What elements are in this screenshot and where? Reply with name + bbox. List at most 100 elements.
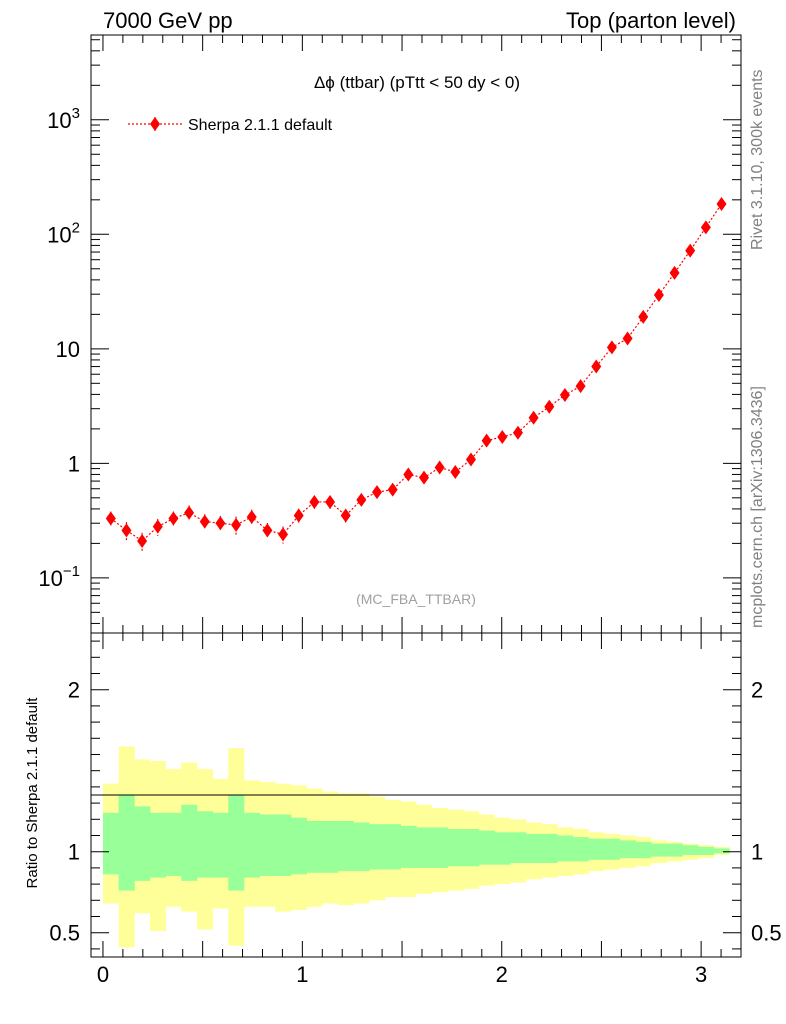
ratio-ylabel: Ratio to Sherpa 2.1.1 default [24,697,41,889]
data-point [528,410,539,425]
data-point [325,494,336,509]
ratio-ytick-label: 2 [68,678,80,703]
inner-band-bin [463,829,480,867]
inner-band-bin [557,835,574,862]
inner-band-bin [713,848,730,854]
data-point [215,516,226,531]
inner-band-bin [243,812,260,878]
main-ytick-label: 102 [47,219,80,247]
data-point [450,465,461,480]
inner-band-bin [196,811,213,878]
data-point [418,470,429,485]
data-point [105,511,116,526]
data-point [497,429,508,444]
data-point [622,331,633,346]
inner-band-bin [572,837,589,862]
data-point [591,359,602,374]
ratio-xtick-label: 3 [695,962,707,987]
main-ticks [91,35,742,633]
data-point [262,523,273,538]
inner-band-bin [290,817,307,875]
legend-marker [150,117,160,131]
plot-title-text: (ttbar) (pTtt < 50 dy < 0) [335,73,520,92]
data-point [559,388,570,403]
series-line [110,203,723,542]
ratio-panel: 0.5 0.5 1 1 2 2 0 1 2 3 [49,632,782,987]
inner-band-bin [275,814,292,876]
ratio-ytick-label-right: 2 [751,678,763,703]
data-point [246,509,257,524]
data-point [606,340,617,355]
header-left: 7000 GeV pp [103,8,233,33]
data-point [278,527,289,542]
inner-band-bin [369,824,386,870]
inner-band-bin [698,846,715,855]
inner-band-bin [134,806,151,881]
data-point [293,508,304,523]
inner-band-bin [525,833,542,864]
inner-band-bin [651,843,668,857]
data-point [481,433,492,448]
inner-band-bin [604,838,621,860]
main-ytick-label: 103 [47,105,80,133]
data-point [653,288,664,303]
inner-band-bin [510,832,527,864]
inner-band-bin [181,804,198,881]
main-marks [105,196,727,551]
plot-title: Δϕ (ttbar) (pTtt < 50 dy < 0) [314,73,520,92]
inner-band-bin [118,795,135,891]
main-ytick-label: 1 [68,451,80,476]
data-point [638,309,649,324]
inner-band-bin [478,830,495,865]
data-point [544,399,555,414]
data-point [465,452,476,467]
inner-band-bin [212,812,229,878]
inner-band-bin [102,812,120,875]
ratio-xtick-label: 0 [97,962,109,987]
data-point [231,517,242,532]
source-label: mcplots.cern.ch [arXiv:1306.3436] [749,386,766,628]
data-point [575,379,586,394]
inner-band-bin [494,832,511,865]
ratio-tick-labels: 0.5 0.5 1 1 2 2 0 1 2 3 [49,678,781,987]
inner-band-bin [588,838,605,860]
data-point [199,514,210,529]
main-ytick-label: 10−1 [38,563,80,591]
data-point [685,243,696,258]
data-point [121,523,132,538]
ratio-inner-band [102,795,730,891]
ratio-ytick-label: 1 [68,840,80,865]
inner-band-bin [337,820,354,872]
ratio-ticks [91,633,742,957]
data-point [512,425,523,440]
header-right: Top (parton level) [566,8,736,33]
inner-band-bin [149,812,167,878]
data-point [356,492,367,507]
data-point [716,196,727,211]
inner-band-bin [353,822,370,872]
data-point [700,220,711,235]
data-point [309,494,320,509]
inner-band-bin [165,812,182,876]
inner-band-bin [619,840,636,859]
inner-band-bin [322,820,339,873]
ratio-xtick-label: 1 [296,962,308,987]
inner-band-bin [447,829,464,867]
inner-band-bin [635,841,652,859]
main-ytick-label: 10 [56,337,80,362]
inner-band-bin [541,833,558,864]
inner-band-bin [228,795,245,891]
data-point [340,508,351,523]
plot-title-symbol: Δϕ [314,73,335,92]
ratio-ytick-label-right: 0.5 [751,921,782,946]
inner-band-bin [306,820,323,873]
data-point [372,485,382,500]
analysis-label: (MC_FBA_TTBAR) [356,591,476,607]
inner-band-bin [431,827,448,868]
inner-band-bin [682,845,699,855]
data-point [387,482,398,497]
ratio-ytick-label-right: 1 [751,840,763,865]
inner-band-bin [259,814,276,876]
rivet-label: Rivet 3.1.10, 300k events [749,69,766,250]
